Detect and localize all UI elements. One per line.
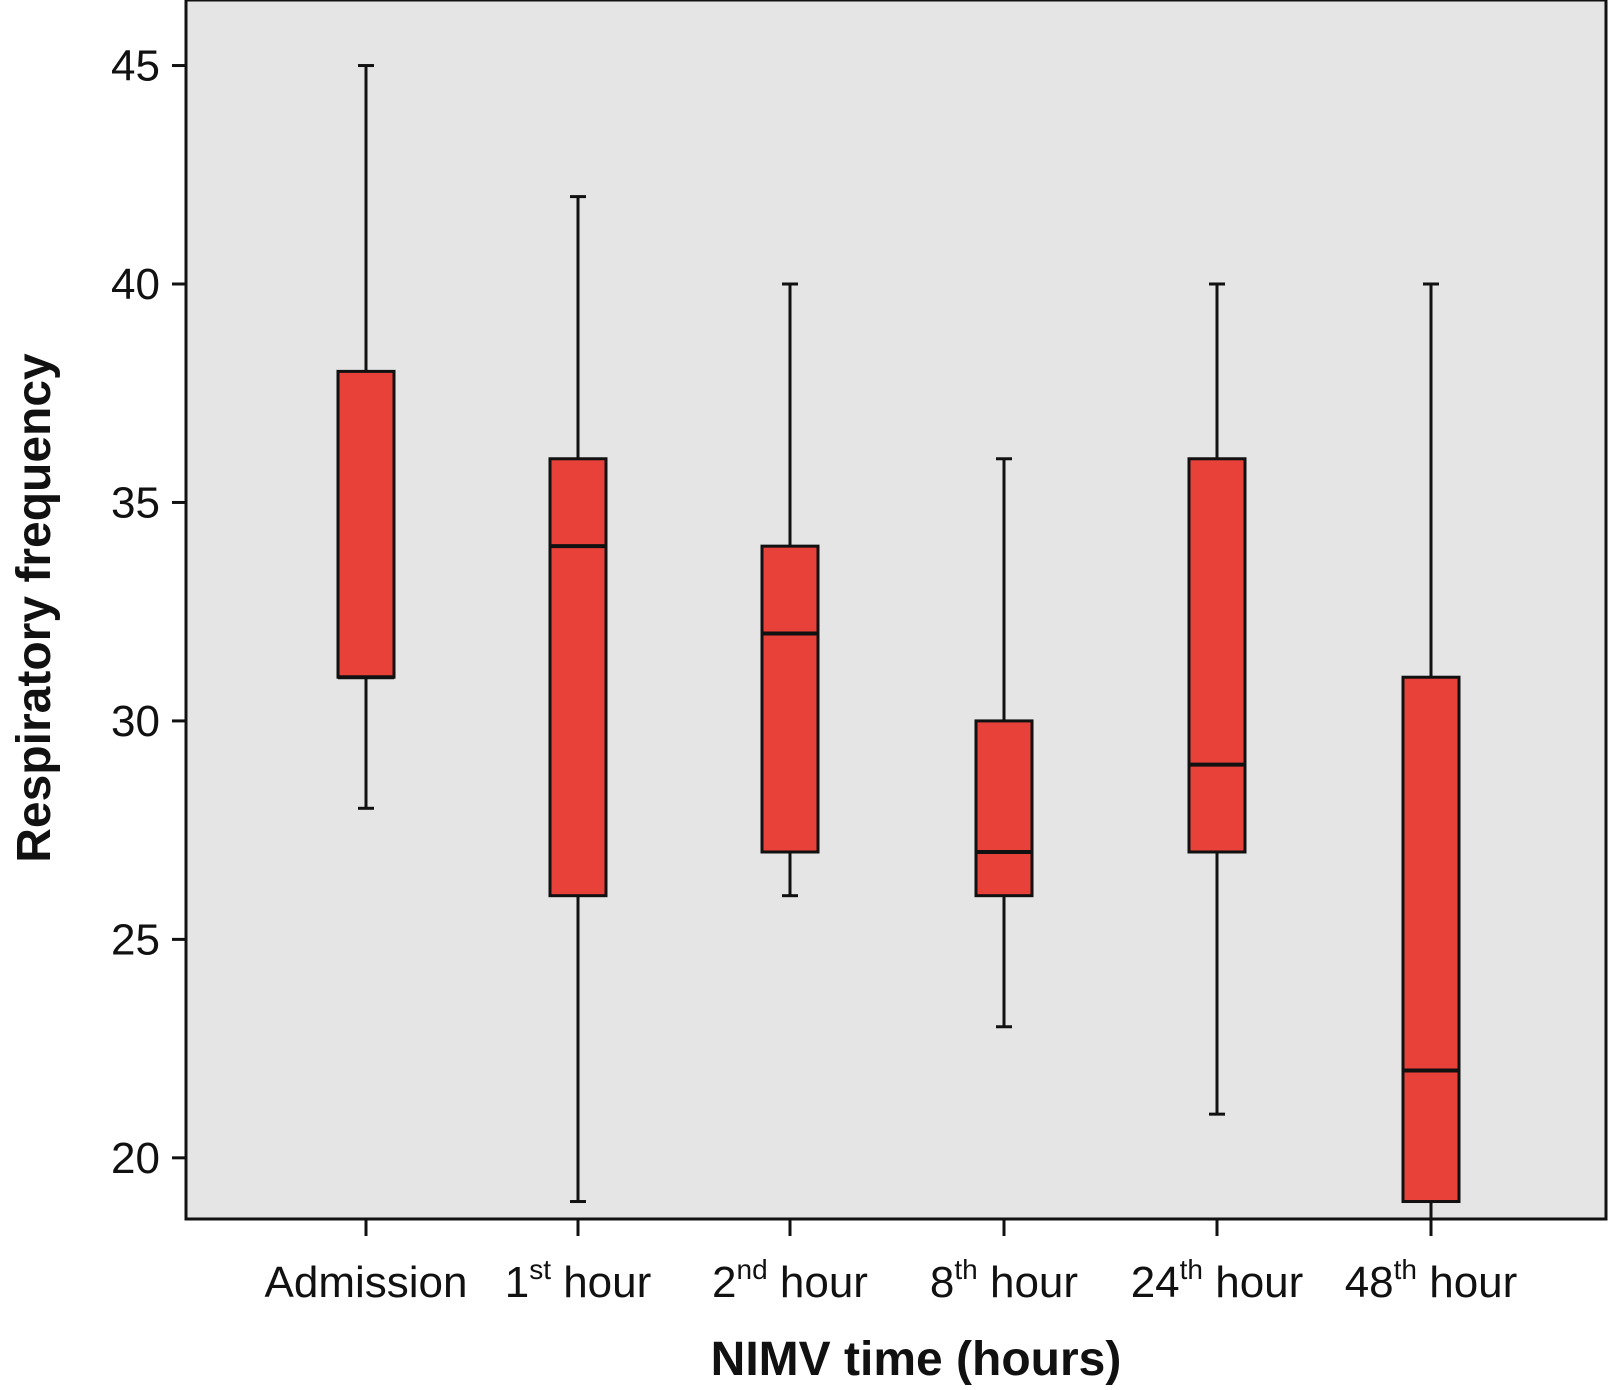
x-axis: Admission 1st hour 2nd hour 8th hour 24th ho… xyxy=(265,1219,1518,1307)
y-tick-label: 40 xyxy=(111,260,160,309)
plot-background xyxy=(184,0,1608,1221)
box-group xyxy=(1187,282,1247,1116)
box-group xyxy=(548,195,608,1204)
x-tick-label: 1st hour xyxy=(505,1254,652,1307)
box-group xyxy=(336,64,396,810)
box-group xyxy=(974,457,1034,1029)
x-tick-label: 8th hour xyxy=(930,1254,1078,1307)
y-tick-label: 20 xyxy=(111,1134,160,1183)
y-axis-title: Respiratory frequency xyxy=(8,353,61,863)
box-group xyxy=(1401,282,1461,1221)
box-iqr xyxy=(760,544,820,854)
x-tick-label: 48th hour xyxy=(1345,1254,1518,1307)
box-series xyxy=(336,64,1461,1221)
x-tick-label: 2nd hour xyxy=(712,1254,868,1307)
y-tick-label: 25 xyxy=(111,915,160,964)
y-axis: 20 25 30 35 40 45 xyxy=(111,42,186,1183)
y-tick-label: 45 xyxy=(111,42,160,91)
box-group xyxy=(760,282,820,898)
box-iqr xyxy=(336,369,396,679)
y-tick-label: 35 xyxy=(111,478,160,527)
box-iqr xyxy=(1401,675,1461,1204)
x-axis-title: NIMV time (hours) xyxy=(711,1333,1122,1386)
box-iqr xyxy=(548,457,608,898)
box-iqr xyxy=(974,719,1034,898)
x-tick-label: Admission xyxy=(265,1258,468,1307)
x-tick-label: 24th hour xyxy=(1131,1254,1304,1307)
y-tick-label: 30 xyxy=(111,697,160,746)
box-iqr xyxy=(1187,457,1247,854)
